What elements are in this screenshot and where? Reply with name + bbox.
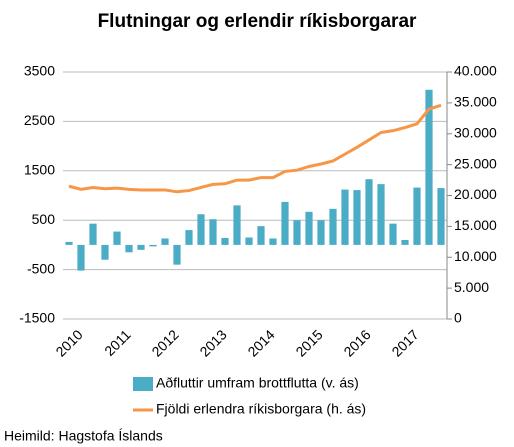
y2-tick-label: 10.000 (454, 248, 497, 264)
y2-tick-label: 25.000 (454, 155, 497, 171)
bar (269, 238, 277, 245)
y2-tick-label: 35.000 (454, 94, 497, 110)
x-tick-label: 2010 (52, 326, 85, 359)
bar (353, 190, 361, 245)
y-tick-label: -500 (27, 260, 55, 276)
legend-label: Aðfluttir umfram brottflutta (v. ás) (156, 375, 359, 391)
bar (161, 238, 169, 245)
bar (245, 237, 253, 245)
bar (89, 223, 97, 245)
bar (185, 230, 193, 245)
x-tick-label: 2011 (101, 326, 134, 359)
bar (389, 223, 397, 245)
bar (149, 244, 157, 247)
y-tick-label: 2500 (24, 112, 55, 128)
x-tick-label: 2012 (148, 326, 181, 359)
bar (125, 244, 133, 253)
x-tick-label: 2013 (196, 326, 229, 359)
bar (65, 241, 73, 245)
source: Heimild: Hagstofa Íslands (4, 428, 163, 444)
y2-tick-label: 0 (454, 310, 462, 326)
bar (401, 239, 409, 245)
bar (437, 188, 445, 245)
y2-tick-label: 20.000 (454, 186, 497, 202)
bar (233, 205, 241, 245)
y2-tick-label: 30.000 (454, 124, 497, 140)
bar (341, 189, 349, 245)
y-tick-label: 3500 (24, 63, 55, 79)
bar (221, 237, 229, 245)
bar (305, 211, 313, 245)
bar (377, 184, 385, 245)
bar (329, 208, 337, 245)
bar (413, 187, 421, 245)
y2-tick-label: 40.000 (454, 63, 497, 79)
chart-title: Flutningar og erlendir ríkisborgarar (98, 11, 417, 32)
bar (173, 244, 181, 265)
x-tick-label: 2015 (292, 326, 325, 359)
legend-label: Fjöldi erlendra ríkisborgara (h. ás) (156, 401, 366, 417)
bar (425, 89, 433, 245)
bar (113, 231, 121, 245)
y2-tick-label: 15.000 (454, 217, 497, 233)
bar (137, 244, 145, 250)
bar (365, 179, 373, 245)
x-tick-label: 2016 (340, 326, 373, 359)
bar (293, 220, 301, 245)
legend-swatch (133, 377, 153, 391)
x-tick-label: 2014 (244, 326, 277, 359)
bar (317, 220, 325, 245)
bar (77, 244, 85, 271)
bar (197, 214, 205, 245)
bar (281, 201, 289, 245)
bar (101, 244, 109, 260)
y-tick-label: 1500 (24, 162, 55, 178)
y-tick-label: 500 (32, 211, 56, 227)
x-tick-label: 2017 (388, 326, 421, 359)
bar (257, 226, 265, 245)
bar (209, 219, 217, 245)
y-tick-label: -1500 (19, 310, 55, 326)
y2-tick-label: 5.000 (454, 279, 489, 295)
line (68, 103, 442, 194)
